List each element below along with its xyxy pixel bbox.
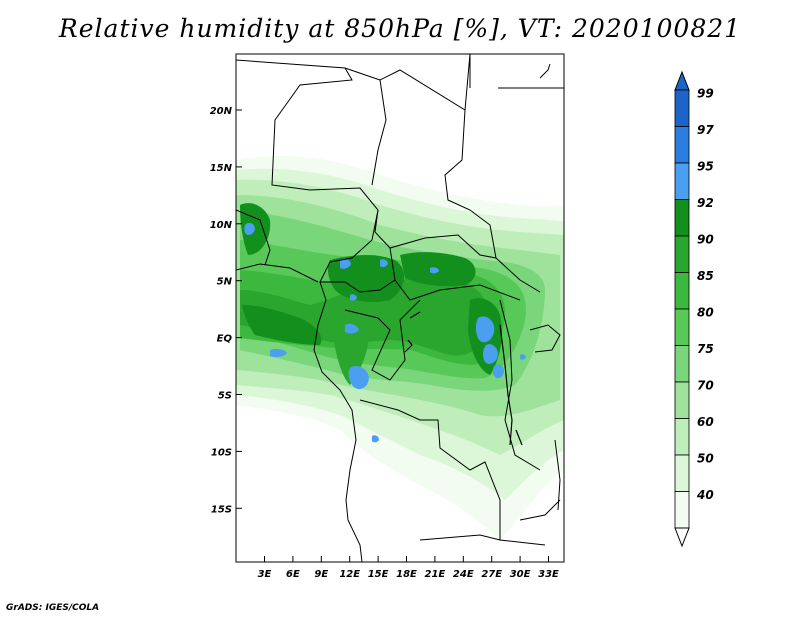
colorbar-label: 70 [697, 379, 714, 393]
x-tick-label: 12E [339, 569, 360, 580]
x-tick-label: 6E [286, 569, 300, 580]
colorbar-segment [674, 345, 690, 383]
colorbar-label: 97 [697, 123, 714, 137]
y-tick-label: 15N [210, 163, 233, 174]
x-tick-label: 30E [510, 569, 531, 580]
map-frame [235, 53, 565, 563]
colorbar-segment [674, 272, 690, 310]
colorbar-segment [674, 126, 690, 164]
colorbar-label: 75 [697, 342, 714, 356]
colorbar-label: 80 [697, 306, 714, 320]
colorbar-segment [674, 199, 690, 237]
colorbar-label: 92 [697, 196, 714, 210]
x-tick-label: 9E [314, 569, 328, 580]
y-tick-label: EQ [217, 334, 233, 345]
y-tick-label: 5S [218, 391, 232, 402]
colorbar-bottom-arrow [674, 527, 690, 548]
y-tick-label: 10N [210, 220, 233, 231]
colorbar-segment [674, 381, 690, 419]
colorbar-label: 40 [696, 488, 714, 502]
x-tick-label: 27E [481, 569, 502, 580]
footer-credit: GrADS: IGES/COLA [6, 603, 100, 613]
colorbar-segment [674, 491, 690, 529]
colorbar-label: 50 [697, 452, 714, 466]
colorbar-legend: 99 97 95 92 90 85 80 75 70 60 50 40 [674, 70, 714, 548]
colorbar-label: 95 [697, 160, 714, 174]
colorbar-label: 99 [697, 87, 714, 101]
colorbar-segment [674, 162, 690, 200]
colorbar-label: 90 [697, 233, 714, 247]
colorbar-top-arrow [674, 70, 690, 91]
y-tick-label: 10S [211, 447, 232, 458]
x-tick-label: 15E [368, 569, 389, 580]
colorbar-label: 60 [697, 415, 714, 429]
x-tick-label: 21E [425, 569, 446, 580]
x-tick-label: 33E [538, 569, 559, 580]
x-tick-label: 24E [453, 569, 474, 580]
colorbar-segment [674, 418, 690, 456]
x-axis: 3E 6E 9E 12E 15E 18E 21E 24E 27E 30E 33E [258, 556, 559, 580]
y-tick-label: 5N [217, 277, 233, 288]
y-axis: 20N 15N 10N 5N EQ 5S 10S 15S [210, 106, 242, 515]
y-tick-label: 20N [210, 106, 233, 117]
colorbar-segment [674, 308, 690, 346]
x-tick-label: 3E [258, 569, 272, 580]
colorbar-segment [674, 235, 690, 273]
colorbar-label: 85 [697, 269, 714, 283]
y-tick-label: 15S [211, 504, 232, 515]
humidity-field [236, 54, 564, 562]
x-tick-label: 18E [396, 569, 417, 580]
colorbar-segment [674, 454, 690, 492]
map-title: Relative humidity at 850hPa [%], VT: 202… [58, 14, 742, 43]
colorbar-segment [674, 89, 690, 127]
